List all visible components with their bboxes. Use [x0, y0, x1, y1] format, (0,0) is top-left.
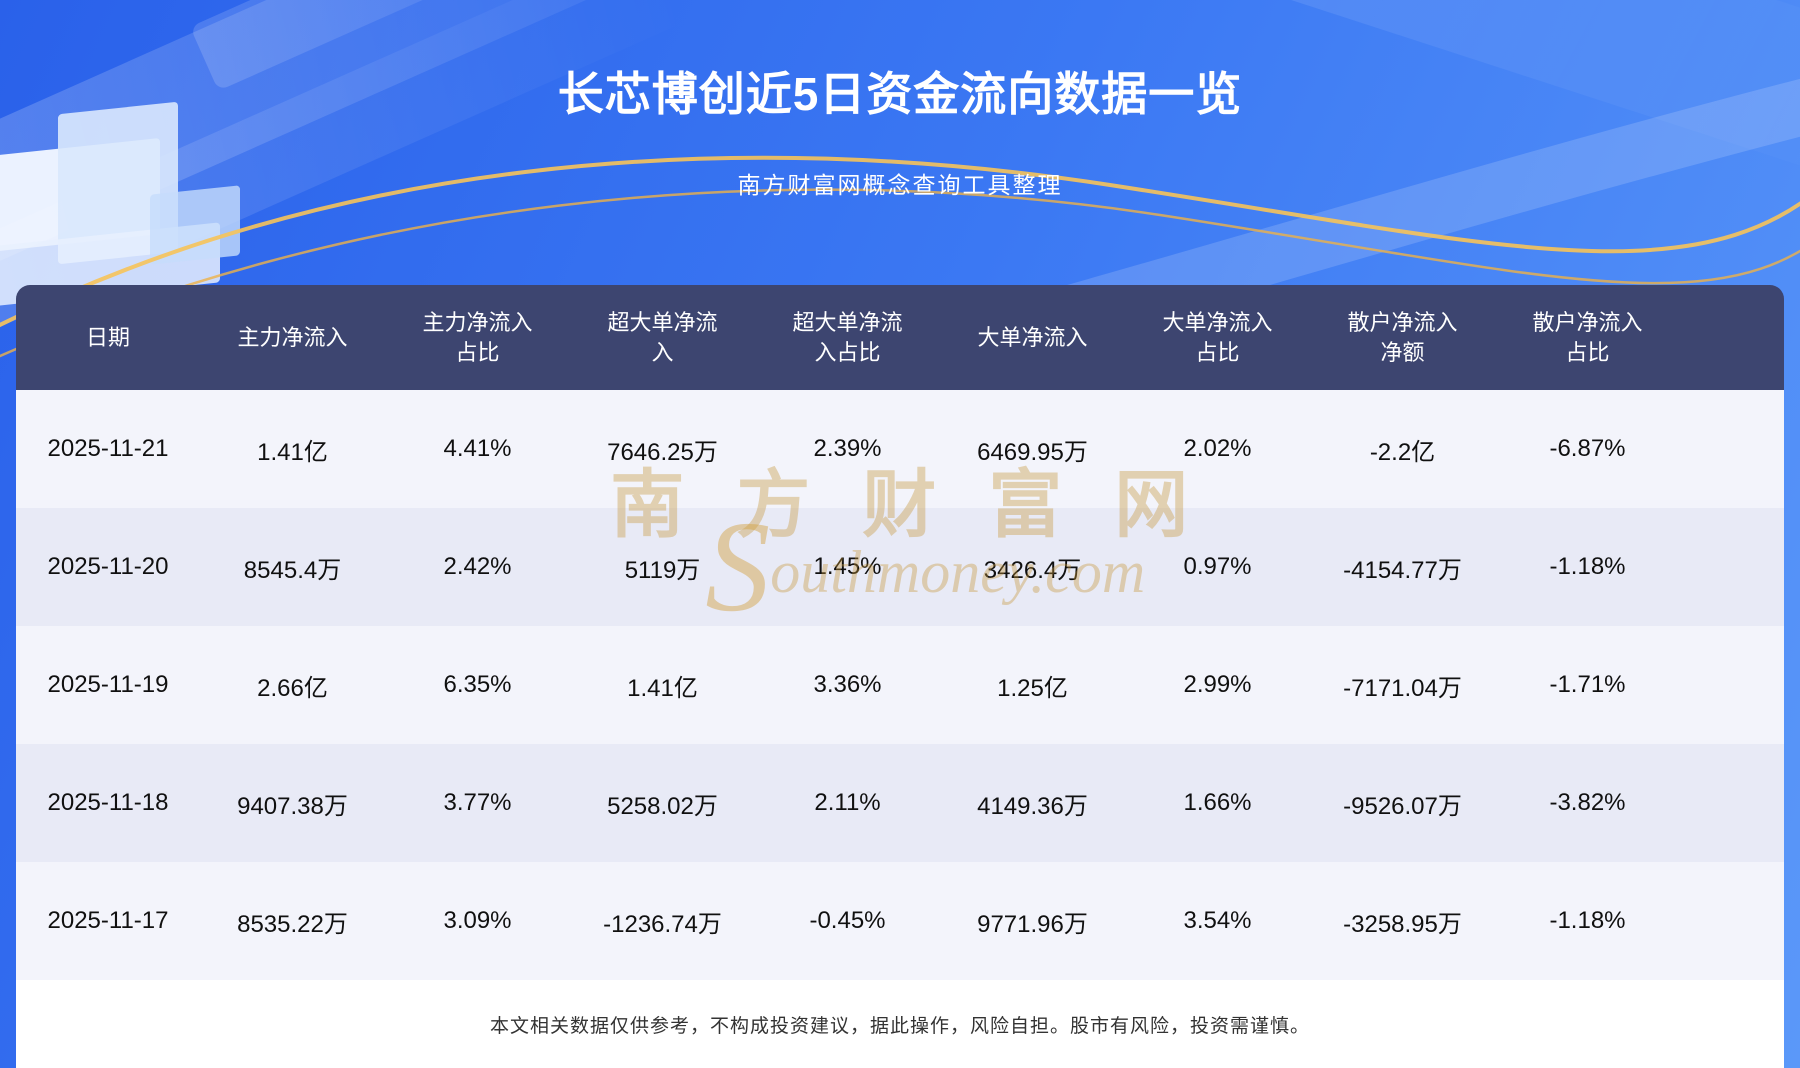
filler-cell [1680, 744, 1784, 862]
value-cell: -1.18% [1549, 553, 1626, 580]
value-cell: -1.71% [1549, 671, 1626, 698]
value-cell: 2.11% [814, 789, 881, 816]
value-cell: 1.41亿 [627, 674, 698, 702]
column-header: 超大单净流入占比 [792, 309, 903, 365]
date-cell: 2025-11-20 [47, 553, 169, 580]
value-cell: 3.54% [1183, 907, 1252, 934]
filler-cell [1680, 285, 1784, 390]
filler-cell [1680, 626, 1784, 744]
disclaimer-text: 本文相关数据仅供参考，不构成投资建议，据此操作，风险自担。股市有风险，投资需谨慎… [489, 1015, 1310, 1037]
value-cell: 9407.38万 [237, 792, 348, 820]
value-cell: 2.42% [443, 553, 512, 580]
value-cell: -3258.95万 [1343, 910, 1462, 938]
value-cell: 1.25亿 [997, 674, 1068, 702]
value-cell: 3.09% [443, 907, 512, 934]
value-cell: 2.66亿 [257, 674, 328, 702]
filler-cell [1680, 508, 1784, 626]
value-cell: 3.77% [443, 789, 512, 816]
date-cell: 2025-11-18 [47, 789, 169, 816]
table-row: 2025-11-18 9407.38万 3.77% 5258.02万 2.11% 4149… [16, 744, 1784, 862]
fund-flow-table: 日期 主力净流入 主力净流入占比 超大单净流入 超大单净流入占比 大单净流入 大单净流入占比… [16, 285, 1784, 1068]
column-header: 散户净流入净额 [1347, 309, 1458, 365]
value-cell: -2.2亿 [1369, 438, 1436, 466]
value-cell: 2.02% [1183, 435, 1252, 462]
table-body: 2025-11-21 1.41亿 4.41% 7646.25万 2.39% 6469.95… [16, 390, 1784, 980]
column-header: 超大单净流入 [607, 309, 718, 365]
value-cell: 1.66% [1183, 789, 1252, 816]
value-cell: 1.45% [813, 553, 882, 580]
value-cell: 3426.4万 [983, 556, 1082, 584]
value-cell: -9526.07万 [1343, 792, 1462, 820]
value-cell: -0.45% [809, 907, 886, 934]
value-cell: 1.41亿 [257, 438, 328, 466]
header-section: 长芯博创近5日资金流向数据一览 南方财富网概念查询工具整理 [0, 0, 1800, 200]
value-cell: 5119万 [624, 556, 701, 584]
table-row: 2025-11-21 1.41亿 4.41% 7646.25万 2.39% 6469.95… [16, 390, 1784, 508]
column-header: 大单净流入占比 [1162, 309, 1273, 365]
value-cell: 5258.02万 [607, 792, 718, 820]
value-cell: 4.41% [443, 435, 512, 462]
value-cell: 2.39% [813, 435, 882, 462]
page-title: 长芯博创近5日资金流向数据一览 [557, 68, 1243, 120]
value-cell: -4154.77万 [1343, 556, 1462, 584]
value-cell: 9771.96万 [977, 910, 1088, 938]
column-header: 散户净流入占比 [1532, 309, 1643, 365]
date-cell: 2025-11-17 [47, 907, 169, 934]
table-row: 2025-11-17 8535.22万 3.09% -1236.74万 -0.45% 97… [16, 862, 1784, 980]
value-cell: 6469.95万 [977, 438, 1088, 466]
date-cell: 2025-11-21 [47, 435, 169, 462]
value-cell: 4149.36万 [977, 792, 1088, 820]
value-cell: 8535.22万 [237, 910, 348, 938]
value-cell: -7171.04万 [1343, 674, 1462, 702]
date-cell: 2025-11-19 [47, 671, 169, 698]
column-header: 主力净流入占比 [422, 309, 533, 365]
page-subtitle: 南方财富网概念查询工具整理 [737, 172, 1063, 198]
table-row: 2025-11-20 8545.4万 2.42% 5119万 1.45% 3426.4万 0… [16, 508, 1784, 626]
column-header: 大单净流入 [977, 324, 1088, 350]
table-header-row: 日期 主力净流入 主力净流入占比 超大单净流入 超大单净流入占比 大单净流入 大单净流入占比… [16, 285, 1784, 390]
value-cell: -1236.74万 [603, 910, 722, 938]
filler-cell [1680, 862, 1784, 980]
value-cell: -6.87% [1549, 435, 1626, 462]
disclaimer-bar: 本文相关数据仅供参考，不构成投资建议，据此操作，风险自担。股市有风险，投资需谨慎… [16, 980, 1784, 1068]
value-cell: 8545.4万 [243, 556, 342, 584]
value-cell: 0.97% [1183, 553, 1252, 580]
table-row: 2025-11-19 2.66亿 6.35% 1.41亿 3.36% 1.25亿 2.99%… [16, 626, 1784, 744]
column-header: 主力净流入 [237, 324, 348, 350]
value-cell: 6.35% [443, 671, 512, 698]
column-header: 日期 [85, 324, 130, 350]
value-cell: 2.99% [1183, 671, 1252, 698]
filler-cell [1680, 390, 1784, 508]
value-cell: 7646.25万 [607, 438, 718, 466]
value-cell: -1.18% [1549, 907, 1626, 934]
value-cell: -3.82% [1549, 789, 1626, 816]
value-cell: 3.36% [813, 671, 882, 698]
